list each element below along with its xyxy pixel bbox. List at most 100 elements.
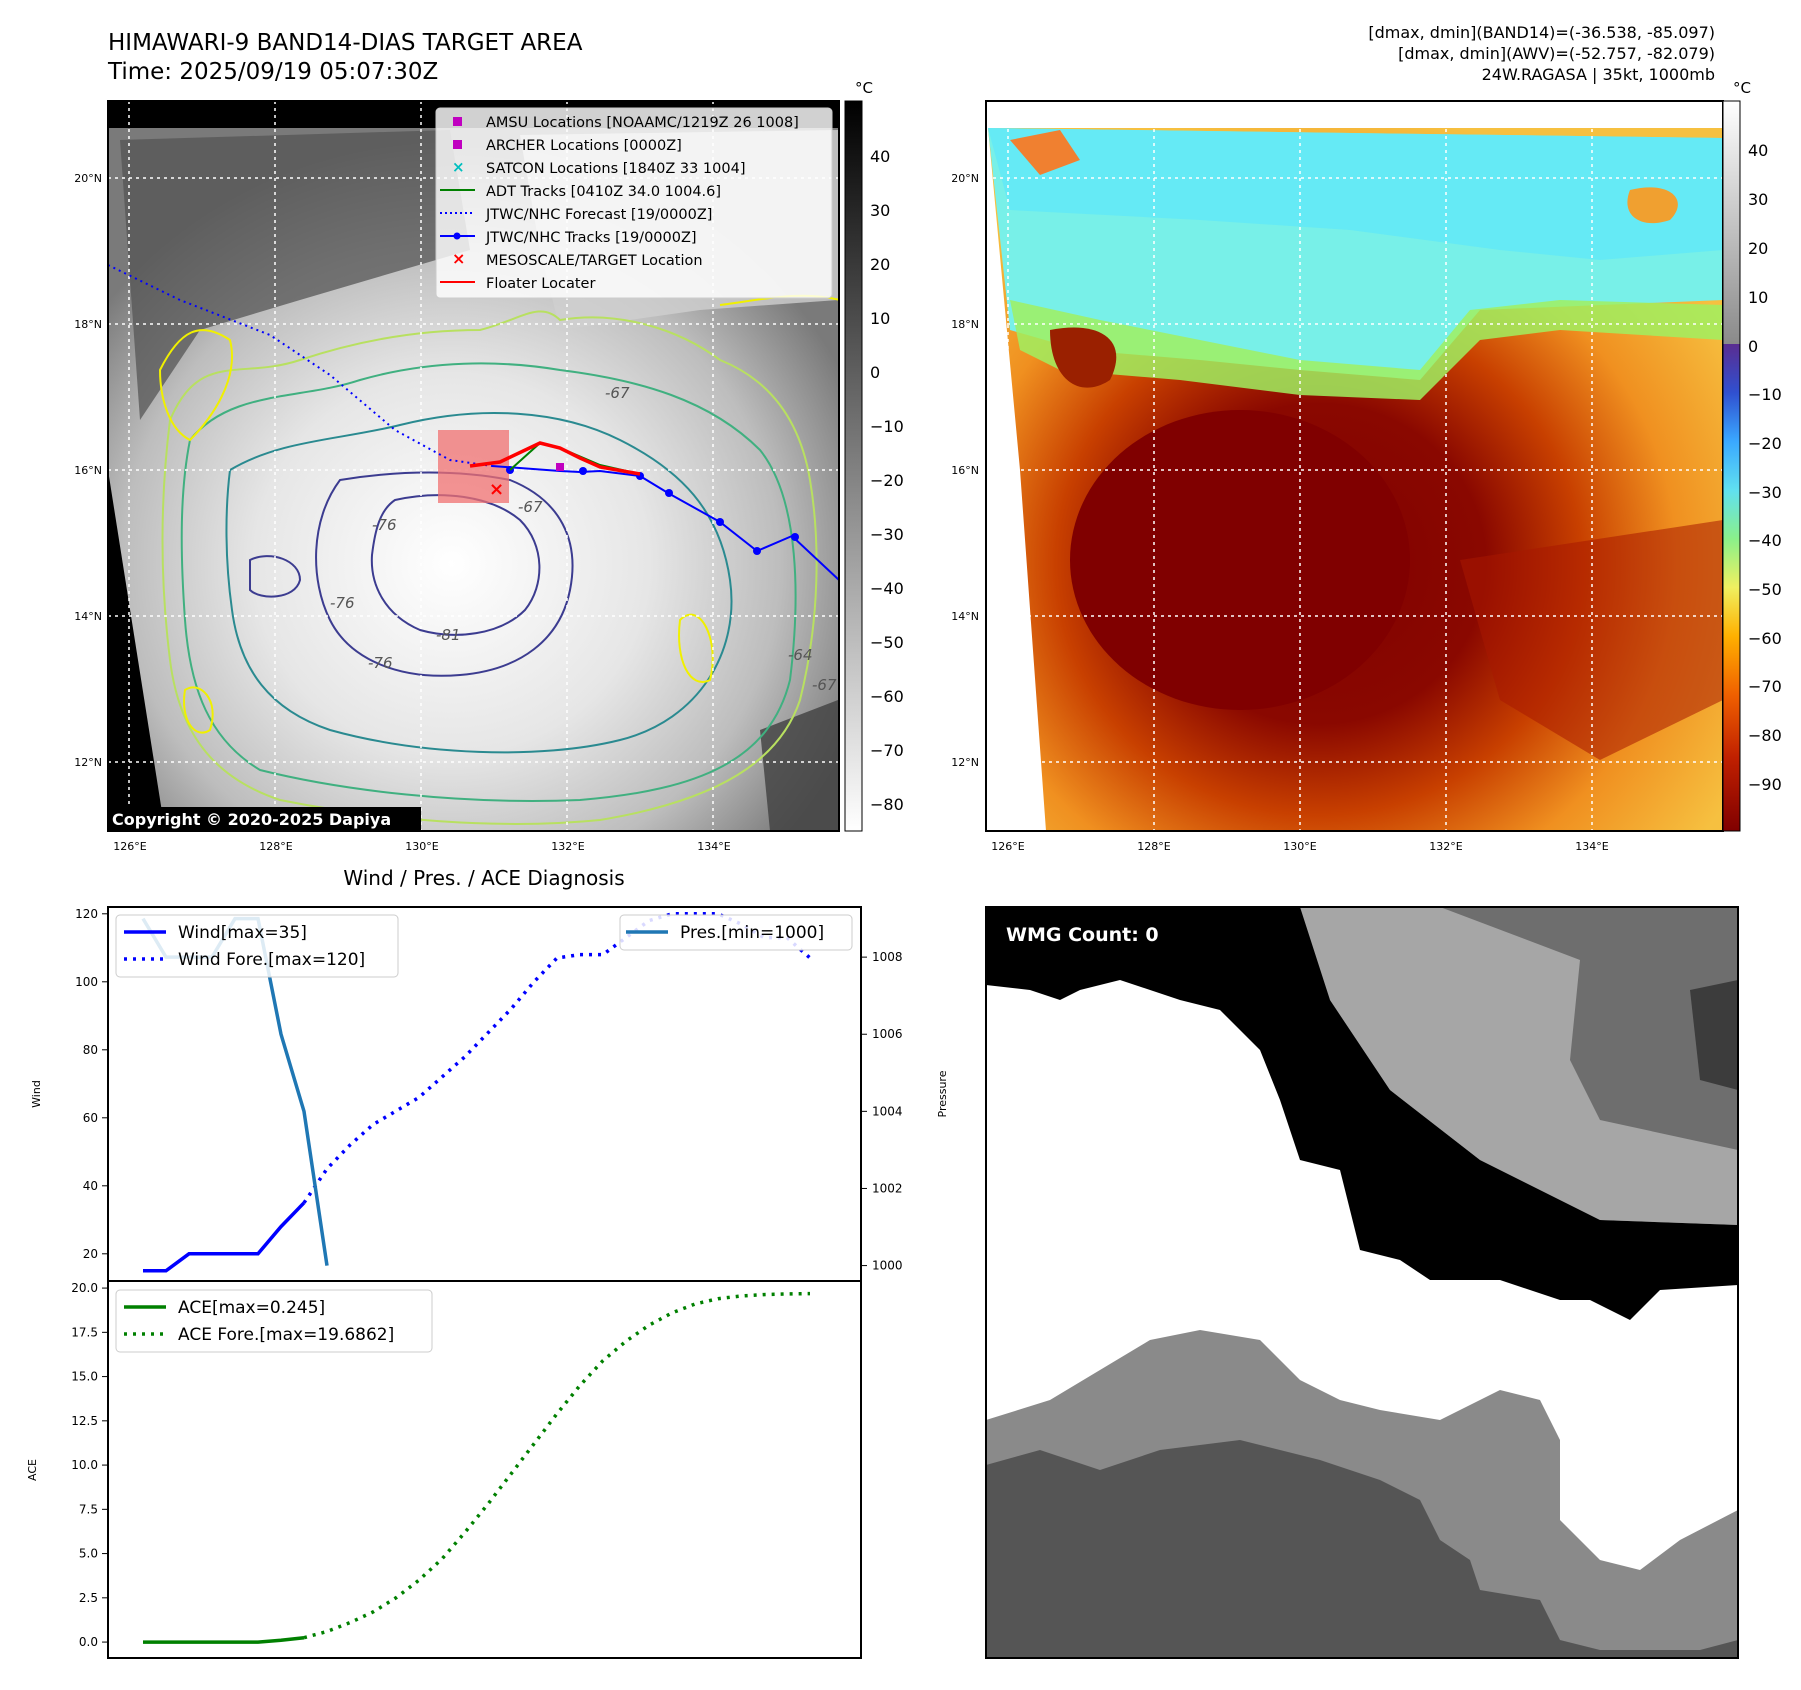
series-line-0 — [143, 1635, 305, 1644]
ace-ylabel: ACE — [26, 1459, 39, 1481]
wind-fore-legend-label: Wind Fore.[max=120] — [178, 950, 365, 970]
map1-lon-128: 128°E — [259, 840, 292, 853]
color-tick: −40 — [1748, 531, 1782, 550]
y-tick-label: 20.0 — [71, 1281, 98, 1295]
y-tick-label: 80 — [83, 1043, 98, 1057]
legend-adt: ADT Tracks [0410Z 34.0 1004.6] — [486, 184, 721, 200]
y-tick-label: 10.0 — [71, 1458, 98, 1472]
gray-colorbar-unit: °C — [855, 79, 873, 97]
y-tick-label: 17.5 — [71, 1325, 98, 1339]
diag-title: Wind / Pres. / ACE Diagnosis — [343, 866, 624, 890]
ir-map-panel: -67 -76 -81 -76 -76 -67 -64 -67 — [74, 100, 840, 853]
pressure-tick-label: 1000 — [872, 1259, 903, 1273]
map2-lon-134: 134°E — [1575, 840, 1608, 853]
map1-lat-18: 18°N — [74, 318, 102, 331]
y-tick-label: 0.0 — [79, 1635, 98, 1649]
map1-lon-130: 130°E — [405, 840, 438, 853]
gray-tick: −20 — [870, 471, 904, 490]
color-colorbar: °C 40 30 20 10 0 −10 −20 −30 −40 −50 −60… — [1722, 79, 1782, 832]
pressure-ylabel: Pressure — [936, 1070, 949, 1117]
map2-lon-128: 128°E — [1137, 840, 1170, 853]
color-tick: −70 — [1748, 677, 1782, 696]
map2-lon-130: 130°E — [1283, 840, 1316, 853]
color-ir-map-panel: 20°N 18°N 16°N 14°N 12°N 126°E 128°E 130… — [951, 100, 1724, 853]
map1-lat-14: 14°N — [74, 610, 102, 623]
gray-tick: −40 — [870, 579, 904, 598]
map2-lon-132: 132°E — [1429, 840, 1462, 853]
ace-panel: 20.0 17.5 15.0 12.5 10.0 7.5 5.0 2.5 0.0 ACE ACE… — [26, 1280, 862, 1659]
map2-lat-20: 20°N — [951, 172, 979, 185]
color-tick: 20 — [1748, 239, 1768, 258]
gray-tick: −80 — [870, 795, 904, 814]
color-tick: 10 — [1748, 288, 1768, 307]
svg-text:×: × — [452, 249, 465, 268]
map2-lat-18: 18°N — [951, 318, 979, 331]
figure-time: Time: 2025/09/19 05:07:30Z — [107, 59, 438, 85]
map2-lon-126: 126°E — [991, 840, 1024, 853]
dmax-awv: [dmax, dmin](AWV)=(-52.757, -82.079) — [1398, 44, 1715, 63]
wind-legend-label: Wind[max=35] — [178, 923, 307, 943]
legend-jtwc-forecast: JTWC/NHC Forecast [19/0000Z] — [485, 207, 712, 223]
color-tick: −20 — [1748, 434, 1782, 453]
pressure-tick-label: 1006 — [872, 1027, 903, 1041]
wmg-count: WMG Count: 0 — [1006, 924, 1159, 946]
wmg-panel: WMG Count: 0 — [985, 906, 1739, 1659]
map1-lon-132: 132°E — [551, 840, 584, 853]
y-tick-label: 40 — [83, 1179, 98, 1193]
ace-legend: ACE[max=0.245] ACE Fore.[max=19.6862] — [115, 1289, 433, 1353]
y-tick-label: 120 — [75, 907, 98, 921]
gray-colorbar: °C 40 30 20 10 0 −10 −20 −30 −40 −50 −60… — [844, 79, 904, 832]
y-tick-label: 20 — [83, 1247, 98, 1261]
legend-amsu: AMSU Locations [NOAAMC/1219Z 26 1008] — [486, 115, 799, 131]
gray-tick: 10 — [870, 309, 890, 328]
map2-lat-12: 12°N — [951, 756, 979, 769]
ace-fore-legend-label: ACE Fore.[max=19.6862] — [178, 1325, 394, 1345]
contour-label-1: -67 — [605, 384, 630, 402]
gray-tick: −60 — [870, 687, 904, 706]
gray-tick: 30 — [870, 201, 890, 220]
map2-lat-16: 16°N — [951, 464, 979, 477]
series-line-0 — [143, 1201, 306, 1273]
map2-lat-14: 14°N — [951, 610, 979, 623]
ace-legend-label: ACE[max=0.245] — [178, 1298, 325, 1318]
map1-lat-16: 16°N — [74, 464, 102, 477]
contour-label-2: -76 — [372, 516, 397, 534]
wind-ylabel: Wind — [30, 1080, 43, 1108]
target-marker: × — [489, 479, 504, 500]
pressure-tick-label: 1008 — [872, 950, 903, 964]
color-tick: −10 — [1748, 385, 1782, 404]
copyright: Copyright © 2020-2025 Dapiya — [112, 810, 391, 829]
gray-tick: 0 — [870, 363, 880, 382]
color-tick: −30 — [1748, 483, 1782, 502]
y-tick-label: 5.0 — [79, 1547, 98, 1561]
contour-label-8: -67 — [812, 676, 837, 694]
wind-legend: Wind[max=35] Wind Fore.[max=120] — [115, 914, 399, 978]
y-tick-label: 2.5 — [79, 1591, 98, 1605]
contour-label-4: -76 — [330, 594, 355, 612]
svg-text:×: × — [452, 158, 465, 176]
gray-tick: −30 — [870, 525, 904, 544]
pressure-legend: Pres.[min=1000] — [619, 914, 853, 951]
storm-info: 24W.RAGASA | 35kt, 1000mb — [1482, 65, 1715, 84]
figure-title: HIMAWARI-9 BAND14-DIAS TARGET AREA — [108, 30, 583, 56]
amsu-marker — [556, 463, 564, 471]
y-tick-label: 100 — [75, 975, 98, 989]
color-tick: −90 — [1748, 775, 1782, 794]
pressure-legend-label: Pres.[min=1000] — [680, 923, 824, 943]
wind-pressure-panel: 120 100 80 60 40 20 1008 1006 1004 1002 1000 Wind… — [30, 906, 949, 1282]
color-tick: 30 — [1748, 190, 1768, 209]
contour-label-7: -64 — [788, 646, 813, 664]
map1-lon-126: 126°E — [113, 840, 146, 853]
legend-floater: Floater Locater — [486, 276, 595, 292]
map-legend: × × AMSU Locations [NOAAMC/1219Z 26 1008… — [435, 107, 833, 299]
legend-satcon: SATCON Locations [1840Z 33 1004] — [486, 161, 745, 177]
contour-label-3: -81 — [436, 626, 461, 644]
legend-archer: ARCHER Locations [0000Z] — [486, 138, 682, 154]
series-line-1 — [303, 1291, 811, 1640]
gray-tick: −10 — [870, 417, 904, 436]
legend-jtwc-tracks: JTWC/NHC Tracks [19/0000Z] — [485, 230, 697, 246]
y-tick-label: 12.5 — [71, 1414, 98, 1428]
color-tick: −60 — [1748, 629, 1782, 648]
pressure-tick-label: 1004 — [872, 1104, 903, 1118]
